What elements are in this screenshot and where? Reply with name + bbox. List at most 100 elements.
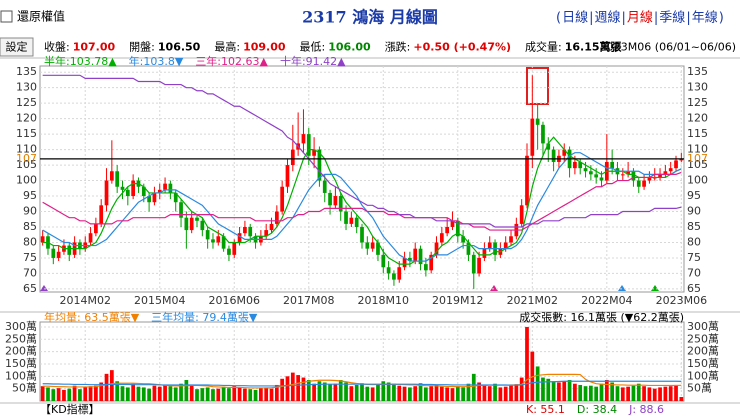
candle-body xyxy=(631,171,636,181)
volume-bar xyxy=(509,385,513,401)
volume-bar xyxy=(168,386,173,401)
period-link[interactable]: 日線 xyxy=(562,10,588,26)
candle-body xyxy=(184,217,189,231)
candle-body xyxy=(56,251,61,258)
candle-body xyxy=(418,248,423,265)
candle-body xyxy=(94,223,98,234)
candle-body xyxy=(221,236,226,249)
volume-bar xyxy=(439,386,444,401)
volume-bar xyxy=(322,382,327,401)
volume-bar xyxy=(418,383,423,401)
settings-button[interactable] xyxy=(0,37,34,57)
y-tick-label: 50萬 xyxy=(687,382,712,395)
y-tick-label: 150萬 xyxy=(687,357,719,370)
period-link[interactable]: 週線 xyxy=(594,10,620,26)
candle-body xyxy=(125,189,130,197)
volume-bar xyxy=(152,385,157,401)
candle-body xyxy=(344,211,348,224)
candle-body xyxy=(269,223,274,231)
candle-body xyxy=(434,242,439,255)
x-tick-label: 2022M04 xyxy=(581,294,632,307)
y-tick-label: 75 xyxy=(687,251,701,264)
candle-body xyxy=(152,192,157,203)
period-link[interactable]: 月線 xyxy=(627,10,653,26)
volume-bar xyxy=(125,387,130,401)
candle-body xyxy=(317,149,322,181)
y-tick-label: 110 xyxy=(687,143,708,156)
volume-bar xyxy=(482,384,487,401)
y-tick-label: 65 xyxy=(687,282,701,295)
y-tick-label: 115 xyxy=(16,127,37,140)
y-tick-label: 200萬 xyxy=(5,345,37,358)
candle-body xyxy=(333,196,338,206)
volume-bar xyxy=(541,377,545,401)
volume-bar xyxy=(626,386,630,401)
volume-bar xyxy=(237,387,242,401)
field-value: 107.00 xyxy=(73,41,116,54)
candle-body xyxy=(360,226,364,243)
x-tick-label: 2023M06 xyxy=(656,294,707,307)
volume-bar xyxy=(227,388,231,401)
signal-marker xyxy=(618,285,626,291)
checkbox[interactable] xyxy=(0,10,13,23)
y-tick-label: 100 xyxy=(16,174,37,187)
period-link[interactable]: 季線 xyxy=(659,10,685,26)
candle-body xyxy=(338,196,343,212)
volume-bar xyxy=(615,386,620,401)
volume-bar xyxy=(636,383,641,401)
y-tick-label: 100萬 xyxy=(687,369,719,382)
volume-bar xyxy=(338,380,343,401)
period-link[interactable]: 年線 xyxy=(692,10,718,26)
signal-marker xyxy=(40,285,48,291)
y-tick-label: 70 xyxy=(23,266,37,279)
volume-bar xyxy=(450,388,455,401)
volume-bar xyxy=(567,380,572,401)
candle-body xyxy=(370,242,375,249)
field-label: 最高: xyxy=(214,40,240,54)
candle-body xyxy=(594,174,599,178)
volume-bar xyxy=(285,376,290,401)
candle-body xyxy=(530,118,535,156)
y-tick-label: 85 xyxy=(687,220,701,233)
candle-body xyxy=(40,236,45,243)
period-separator: | xyxy=(654,11,658,26)
volume-bar xyxy=(131,383,136,401)
volume-bar xyxy=(610,382,615,401)
reference-label: 107 xyxy=(687,152,708,165)
candle-body xyxy=(578,161,583,169)
candle-body xyxy=(519,205,524,224)
candle-body xyxy=(211,239,215,243)
y-tick-label: 250萬 xyxy=(5,332,37,345)
candle-body xyxy=(290,149,295,166)
candle-body xyxy=(227,248,231,255)
volume-bar xyxy=(259,388,263,401)
y-tick-label: 105 xyxy=(687,158,708,171)
volume-bar xyxy=(184,380,189,401)
volume-bar xyxy=(157,386,162,401)
volume-bar xyxy=(498,387,503,401)
volume-bar xyxy=(578,384,583,401)
volume-bar xyxy=(301,377,306,401)
candle-body xyxy=(328,192,332,206)
candle-body xyxy=(195,217,199,221)
candle-body xyxy=(376,242,380,255)
y-tick-label: 130 xyxy=(16,81,37,94)
y-tick-label: 120 xyxy=(687,112,708,125)
volume-bar xyxy=(211,389,215,401)
settings-button-label[interactable]: 設定 xyxy=(6,40,28,54)
volume-bar xyxy=(189,385,194,401)
y-tick-label: 75 xyxy=(23,251,37,264)
volume-bar xyxy=(232,386,237,401)
volume-bar xyxy=(392,383,396,401)
candle-body xyxy=(525,155,529,206)
volume-bar xyxy=(466,383,471,401)
candle-body xyxy=(620,174,625,176)
volume-bar xyxy=(620,387,625,401)
volume-summary: 成交張數: 16.1萬張 (▼62.2萬張) xyxy=(519,310,684,324)
volume-bar xyxy=(56,388,61,401)
candle-body xyxy=(157,189,162,193)
volume-bar xyxy=(147,388,151,401)
candle-body xyxy=(408,257,412,262)
field-label: 收盤: xyxy=(44,40,70,54)
ma-line xyxy=(42,152,682,262)
